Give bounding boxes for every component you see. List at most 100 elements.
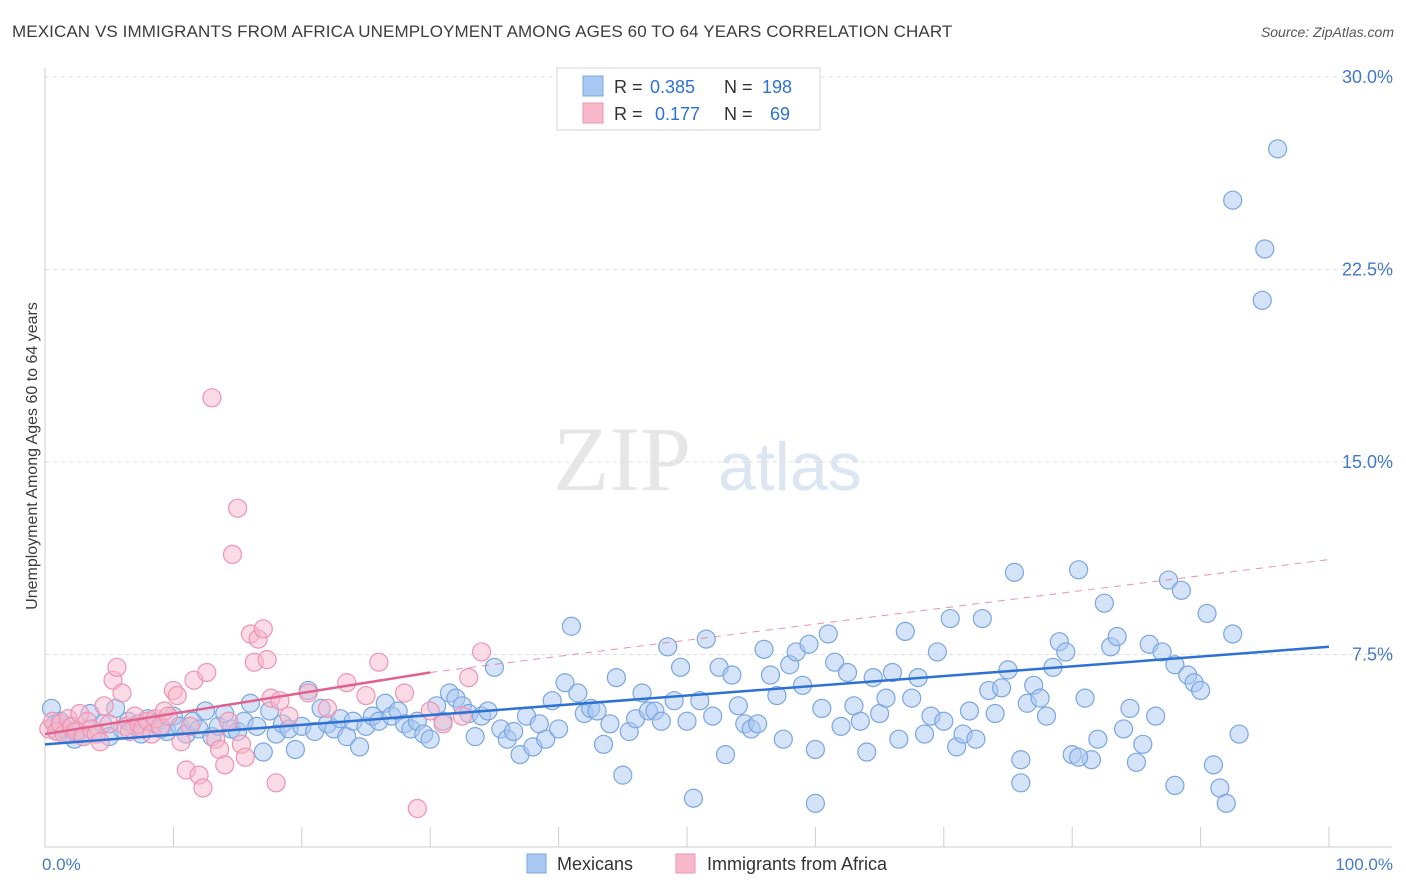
mexicans-point [1223,190,1243,210]
africa-point [215,755,235,775]
mexicans-point [1268,139,1288,159]
mexicans-point [1165,655,1185,675]
africa-point [107,657,127,677]
mexicans-point [991,678,1012,698]
mexicans-point [1004,562,1025,582]
mexicans-point [677,711,697,731]
chart-title: MEXICAN VS IMMIGRANTS FROM AFRICA UNEMPL… [12,22,953,41]
mexicans-point [1171,580,1191,600]
mexicans-point [568,683,588,703]
x-tick-label-min: 0.0% [42,855,81,874]
mexicans-point [285,739,305,760]
mexicans-point [934,711,954,731]
source-label: Source: ZipAtlas.com [1260,24,1394,40]
y-tick-label: 15.0% [1342,452,1393,472]
watermark-atlas: atlas [718,429,862,505]
mexicans-point [1094,593,1114,613]
africa-point [394,683,415,703]
bottom-legend-swatch-africa [675,853,696,874]
mexicans-point [1088,729,1108,749]
mexicans-point [715,744,736,765]
africa-point [167,685,187,706]
legend-n-label-1: N = [724,77,753,97]
mexicans-point [1252,290,1272,310]
africa-point [222,544,243,565]
mexicans-point [972,608,992,629]
mexicans-point [561,616,582,636]
mexicans-point [504,721,524,742]
africa-point [94,696,114,716]
africa-point [471,642,492,662]
mexicans-point [1229,724,1249,744]
africa-trend-line [44,671,431,736]
mexicans-point [1133,734,1153,754]
mexicans-point [889,729,909,749]
legend-n-value-2: 69 [770,104,790,124]
mexicans-point [1146,706,1166,726]
watermark-zip: ZIP [553,408,691,510]
bottom-legend-label-mexicans: Mexicans [557,854,633,874]
africa-point [369,652,389,672]
africa-point [228,498,248,518]
mexicans-point [1056,642,1076,662]
mexicans-point [767,685,787,706]
mexicans-point [548,719,569,739]
mexicans-point [773,729,793,749]
mexicans-point [484,657,504,677]
mexicans-point [1069,747,1089,767]
africa-point [433,714,453,734]
legend-n-label-2: N = [724,104,753,124]
mexicans-point [1197,603,1217,624]
mexicans-point [1255,239,1275,259]
africa-point [235,747,255,767]
legend-swatch-mexicans [582,75,604,97]
series-legend: Mexicans Immigrants from Africa [526,853,888,874]
legend-r-label-2: R = [614,104,643,124]
mexicans-point [195,701,216,721]
mexicans-point [600,714,620,734]
mexicans-point [1113,719,1134,739]
mexicans-point [722,665,742,685]
mexicans-point [670,657,691,677]
africa-point [257,650,277,670]
y-tick-label: 7.5% [1352,645,1393,665]
mexicans-point [658,637,678,657]
trend-lines [44,559,1330,746]
bottom-legend-label-africa: Immigrants from Africa [707,854,888,874]
mexicans-point [349,737,370,757]
y-tick-label: 30.0% [1342,67,1393,87]
mexicans-point [799,634,819,654]
mexicans-point [940,608,960,629]
mexicans-point [805,793,826,813]
mexicans-point [760,665,781,685]
africa-point [219,711,239,731]
mexicans-point [593,734,614,754]
africa-point [317,698,338,719]
legend-swatch-africa [582,102,604,124]
africa-point [356,685,376,706]
mexicans-point [606,667,626,688]
mexicans-point [831,716,851,736]
mexicans-point [253,742,273,762]
gridlines [45,76,1392,655]
legend-r-value-1: 0.385 [650,77,695,97]
y-tick-label: 22.5% [1342,260,1393,280]
bottom-legend-swatch-mexicans [526,853,547,874]
mexicans-point [882,662,903,683]
mexicans-point [857,742,877,762]
africa-trend-extension [430,559,1330,673]
mexicans-point [420,729,440,749]
mexicans-point [1216,793,1236,813]
mexicans-point [1011,773,1031,793]
mexicans-point [613,765,633,785]
y-tick-labels: 7.5% 15.0% 22.5% 30.0% [1342,67,1393,665]
mexicans-point [748,714,768,734]
mexicans-point [728,696,748,716]
mexicans-point [1069,560,1089,580]
y-axis-label: Unemployment Among Ages 60 to 64 years [24,302,41,610]
mexicans-point [914,724,935,744]
mexicans-point [902,688,922,708]
mexicans-point [837,662,858,683]
africa-points [39,388,492,819]
